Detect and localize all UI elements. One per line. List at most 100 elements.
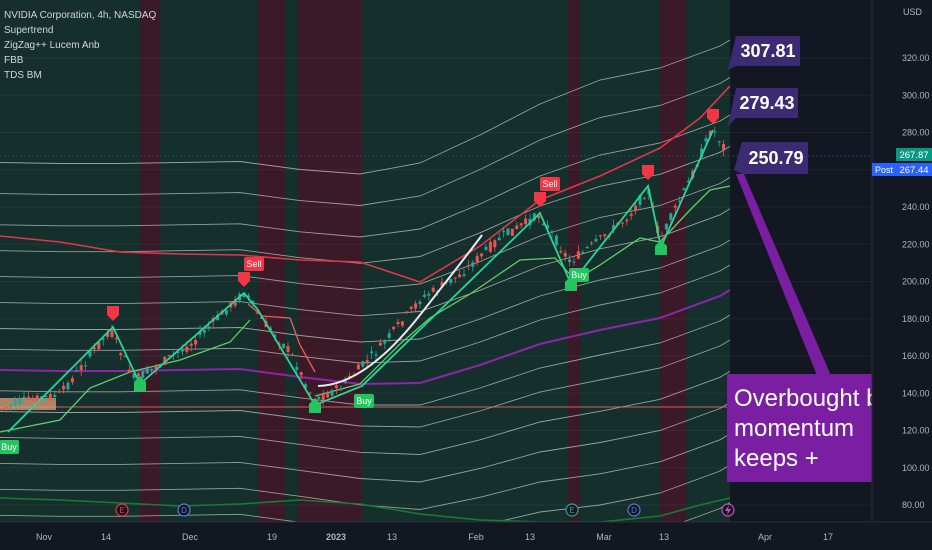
- candle-body: [326, 393, 330, 398]
- earnings-marker: E: [565, 503, 579, 517]
- candle-body: [713, 131, 717, 133]
- candle-body: [704, 138, 708, 142]
- candle-body: [356, 364, 360, 370]
- split-marker: [721, 503, 735, 517]
- last-price-badge: 267.87: [896, 148, 932, 161]
- candle-body: [84, 365, 88, 367]
- callout-middle-text: 279.43: [739, 93, 794, 113]
- zigzag-path: [7, 129, 714, 433]
- trend-zone-bear: [660, 0, 686, 522]
- candle-body: [405, 311, 409, 313]
- time-tick-label: 17: [823, 532, 833, 542]
- time-tick-label: Mar: [596, 532, 612, 542]
- candle-body: [453, 277, 457, 279]
- fib-band-line: [0, 114, 731, 238]
- candle-body: [207, 326, 211, 328]
- candle-body: [717, 141, 721, 143]
- candle-body: [541, 223, 545, 225]
- candle-body: [194, 340, 198, 345]
- fib-band-line: [0, 433, 731, 510]
- candle-body: [4, 406, 8, 408]
- indicator-fbb[interactable]: FBB: [4, 55, 24, 66]
- buy-label-bg: [569, 268, 589, 282]
- candle-body: [458, 274, 462, 278]
- fib-band-line: [0, 314, 731, 406]
- chart-title[interactable]: NVIDIA Corporation, 4h, NASDAQ: [4, 10, 157, 21]
- fib-band-line: [0, 77, 731, 206]
- callout-upper-text: 307.81: [740, 41, 795, 61]
- candle-body: [669, 213, 673, 221]
- candle-body: [260, 317, 264, 319]
- candle-body: [128, 369, 132, 373]
- event-letter: D: [181, 506, 187, 515]
- last-price-text: 267.87: [899, 150, 928, 161]
- candle-body: [519, 223, 523, 226]
- time-tick-label: Dec: [182, 532, 199, 542]
- fib-band-line: [0, 208, 731, 317]
- fib-band-line: [0, 239, 731, 343]
- candle-body: [378, 342, 382, 346]
- candle-body: [396, 321, 400, 324]
- candle-body: [119, 353, 123, 356]
- candle-body: [136, 373, 140, 377]
- candle-body: [708, 131, 712, 136]
- candle-body: [537, 215, 541, 219]
- price-tick-label: 100.00: [902, 463, 930, 473]
- time-tick-label: 19: [267, 532, 277, 542]
- candle-body: [216, 314, 220, 320]
- candle-body: [515, 225, 519, 229]
- candle-body: [484, 246, 488, 250]
- trend-zone-bull: [285, 0, 298, 522]
- price-tick-label: 140.00: [902, 388, 930, 398]
- candle-body: [506, 228, 510, 235]
- callout-lower[interactable]: 250.79: [734, 142, 808, 174]
- time-tick-label: 13: [659, 532, 669, 542]
- candle-body: [374, 354, 378, 356]
- candle-body: [638, 195, 642, 205]
- buy-label: Buy: [571, 270, 587, 280]
- callout-upper[interactable]: 307.81: [728, 36, 800, 70]
- candle-body: [101, 338, 105, 340]
- sell-marker-shape: [238, 272, 250, 287]
- post-label: Post: [875, 165, 894, 175]
- candle-body: [308, 392, 312, 394]
- signal-markers: Sell Sell Buy Buy Buy: [0, 109, 719, 454]
- chart-legend: NVIDIA Corporation, 4h, NASDAQ Supertren…: [4, 8, 156, 83]
- price-tick-label: 120.00: [902, 426, 930, 436]
- candle-body: [488, 241, 492, 252]
- candle-body: [106, 332, 110, 337]
- indicator-supertrend[interactable]: Supertrend: [4, 25, 54, 36]
- candle-body: [431, 287, 435, 292]
- candle-body: [154, 366, 158, 370]
- fib-band-line: [0, 177, 731, 290]
- fib-band-line: [0, 402, 731, 483]
- fib-band-line: [0, 264, 731, 364]
- sell-marker: [707, 109, 719, 124]
- event-circle: [177, 503, 191, 517]
- candle-body: [370, 351, 374, 354]
- time-axis-ticks: Nov 14 Dec 19 2023 13 Feb 13 Mar 13 Apr 17: [36, 532, 833, 542]
- candle-body: [79, 365, 83, 371]
- candle-body: [497, 237, 501, 241]
- price-axis-panel[interactable]: [872, 0, 932, 522]
- candle-body: [180, 349, 184, 352]
- candle-body: [268, 327, 272, 331]
- candle-body: [246, 295, 250, 298]
- callout-middle[interactable]: 279.43: [728, 88, 798, 126]
- candle-body: [532, 213, 536, 221]
- candle-body: [110, 330, 114, 337]
- time-axis-panel[interactable]: [0, 522, 932, 550]
- indicator-tds[interactable]: TDS BM: [4, 70, 42, 81]
- candle-body: [471, 262, 475, 267]
- candle-body: [163, 356, 167, 365]
- candle-body: [57, 391, 61, 393]
- note-box[interactable]: Overbought but momentum keeps +: [727, 374, 900, 482]
- candle-body: [290, 354, 294, 356]
- candle-body: [26, 396, 30, 400]
- candle-body: [466, 265, 470, 267]
- price-tick-label: 200.00: [902, 277, 930, 287]
- indicator-zigzag[interactable]: ZigZag++ Lucem Anb: [4, 40, 100, 51]
- candle-body: [53, 394, 57, 397]
